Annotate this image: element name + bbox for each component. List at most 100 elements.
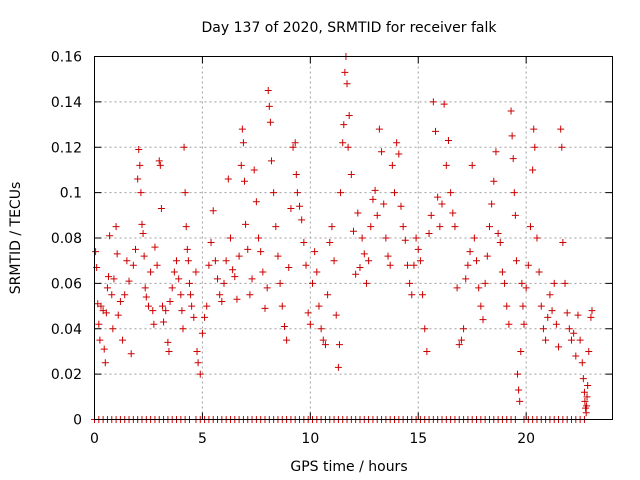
data-point [205, 261, 213, 269]
data-point [193, 347, 201, 355]
data-point [406, 279, 414, 287]
data-point [196, 370, 204, 378]
data-point [412, 234, 420, 242]
data-point [561, 279, 569, 287]
data-point [261, 304, 269, 312]
data-point [266, 118, 274, 126]
data-point [425, 229, 433, 237]
y-tick-label: 0.08 [51, 231, 82, 247]
data-point [165, 347, 173, 355]
data-point [259, 268, 267, 276]
data-point [570, 329, 578, 337]
data-point [257, 248, 265, 256]
data-point [341, 68, 349, 76]
data-point [102, 309, 110, 317]
data-point [466, 248, 474, 256]
data-point [209, 207, 217, 215]
data-point [114, 311, 122, 319]
data-point [285, 263, 293, 271]
data-point [233, 295, 241, 303]
data-point [324, 291, 332, 299]
data-point [531, 143, 539, 151]
data-point [432, 127, 440, 135]
data-point [345, 111, 353, 119]
data-point [380, 200, 388, 208]
data-point [248, 275, 256, 283]
data-point [373, 211, 381, 219]
data-point [296, 202, 304, 210]
data-point [539, 325, 547, 333]
data-point [401, 236, 409, 244]
data-point [241, 177, 249, 185]
data-point [546, 291, 554, 299]
data-point [304, 309, 312, 317]
data-point [164, 338, 172, 346]
data-point [563, 309, 571, 317]
data-point [468, 161, 476, 169]
data-point [494, 229, 502, 237]
data-point [319, 336, 327, 344]
data-point [501, 279, 509, 287]
data-point [455, 341, 463, 349]
data-point [378, 148, 386, 156]
data-point [511, 211, 519, 219]
data-point [160, 318, 168, 326]
data-point [334, 363, 342, 371]
data-point [321, 341, 329, 349]
data-point [522, 284, 530, 292]
data-point [436, 223, 444, 231]
data-point [214, 275, 222, 283]
data-point [533, 234, 541, 242]
data-point [449, 209, 457, 217]
data-point [429, 98, 437, 106]
data-point [201, 313, 209, 321]
data-point [139, 229, 147, 237]
data-point [287, 205, 295, 213]
x-tick-label: 0 [90, 431, 99, 447]
data-point [421, 325, 429, 333]
data-point [354, 209, 362, 217]
data-point [187, 291, 195, 299]
data-point [530, 125, 538, 133]
data-point [580, 388, 588, 396]
data-point [100, 345, 108, 353]
data-point [292, 170, 300, 178]
data-point [272, 223, 280, 231]
data-point [505, 320, 513, 328]
data-point [350, 227, 357, 235]
data-point [367, 223, 375, 231]
data-point [488, 200, 496, 208]
data-point [512, 257, 520, 265]
data-point [492, 148, 500, 156]
data-point [453, 284, 461, 292]
data-point [481, 279, 489, 287]
data-point [136, 161, 144, 169]
data-point [414, 245, 422, 253]
data-point [475, 284, 483, 292]
data-point [235, 252, 243, 260]
data-point [267, 157, 275, 165]
data-point [156, 161, 164, 169]
data-point [95, 320, 103, 328]
data-point [332, 311, 340, 319]
data-point [344, 143, 352, 151]
data-point [127, 350, 135, 358]
data-point [427, 211, 435, 219]
data-point [231, 273, 239, 281]
data-point [438, 200, 446, 208]
data-point [300, 239, 308, 247]
data-point [544, 313, 552, 321]
data-point [190, 313, 198, 321]
data-point [403, 261, 411, 269]
data-point [181, 189, 189, 197]
data-point [188, 302, 196, 310]
data-point [328, 223, 336, 231]
data-point [153, 261, 161, 269]
data-point [335, 341, 343, 349]
data-point [274, 252, 282, 260]
data-point [315, 302, 323, 310]
data-point [576, 336, 584, 344]
data-point [343, 80, 351, 88]
y-tick-label: 0.1 [60, 186, 82, 202]
x-axis-label: GPS time / hours [290, 459, 407, 475]
